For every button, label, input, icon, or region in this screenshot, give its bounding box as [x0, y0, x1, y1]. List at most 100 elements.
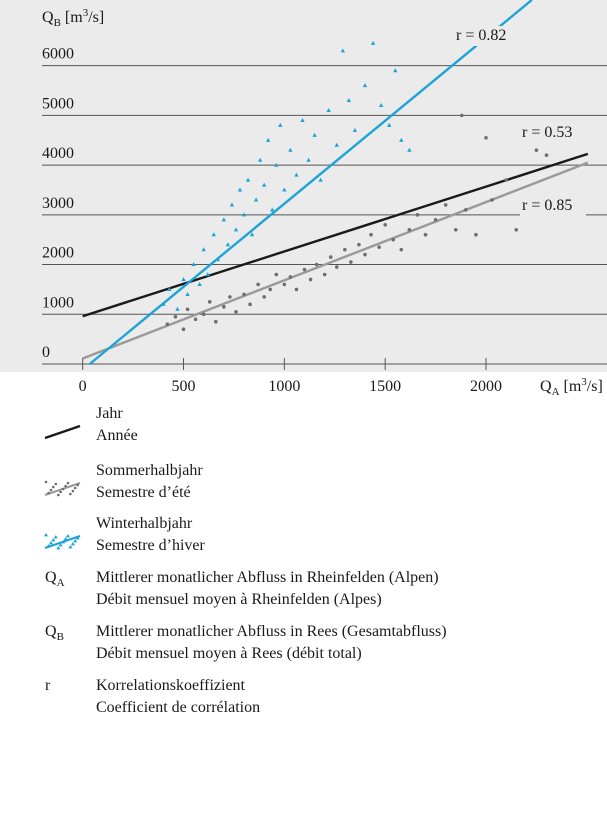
- point: [363, 252, 367, 257]
- point: [167, 287, 172, 292]
- point: [312, 132, 317, 137]
- subscript: B: [57, 631, 64, 643]
- point: [306, 157, 311, 162]
- legend-swatch: [47, 491, 50, 495]
- y-tick-label: 0: [42, 344, 50, 361]
- point: [173, 314, 178, 319]
- y-tick-label: 1000: [42, 294, 74, 311]
- legend-swatch: [66, 481, 70, 485]
- point: [393, 68, 398, 73]
- point: [391, 237, 396, 242]
- point: [242, 292, 246, 297]
- legend-swatch: [71, 489, 75, 493]
- point: [185, 307, 190, 312]
- subscript: A: [552, 386, 560, 398]
- point: [362, 83, 368, 88]
- symbol: Q: [45, 569, 57, 586]
- x-tick-label: 0: [79, 378, 87, 395]
- point: [278, 122, 283, 127]
- point: [249, 232, 255, 237]
- point: [514, 227, 519, 232]
- point: [207, 300, 212, 304]
- point: [370, 40, 376, 45]
- legend-swatch: [61, 487, 65, 491]
- point: [268, 287, 273, 292]
- y-tick-label: 2000: [42, 245, 74, 262]
- subscript: B: [54, 17, 61, 29]
- y-tick-label: 3000: [42, 195, 74, 212]
- unit: /s]: [88, 9, 104, 26]
- point: [288, 275, 293, 279]
- point: [215, 257, 220, 262]
- legend-label: Semestre d’été: [96, 484, 191, 501]
- legend-label: Année: [96, 427, 138, 444]
- point: [229, 202, 235, 207]
- point: [352, 127, 358, 132]
- point: [201, 312, 206, 317]
- legend-swatch: [56, 546, 61, 550]
- point: [253, 197, 259, 202]
- y-tick-label: 5000: [42, 95, 74, 112]
- symbol: r: [45, 677, 51, 694]
- legend-label: Jahr: [96, 405, 123, 422]
- point: [191, 262, 196, 267]
- definition-symbol: r: [45, 677, 51, 694]
- point: [544, 153, 549, 157]
- point: [399, 247, 404, 252]
- point: [474, 232, 478, 237]
- point: [484, 135, 488, 140]
- point: [340, 48, 346, 53]
- point: [318, 177, 323, 182]
- point: [343, 247, 347, 252]
- point: [415, 213, 420, 217]
- point: [161, 301, 166, 306]
- point: [270, 207, 275, 212]
- point: [453, 227, 458, 232]
- legend-label: Semestre d’hiver: [96, 537, 206, 554]
- y-axis-label: QB [m3/s]: [42, 7, 104, 29]
- point: [308, 277, 313, 282]
- definition-text: Coefficient de corrélation: [96, 699, 260, 716]
- r-label: r = 0.85: [522, 197, 572, 214]
- legend-swatch: [58, 543, 63, 547]
- legend-swatch: [63, 537, 68, 541]
- x-tick-label: 1000: [268, 378, 300, 395]
- legend-swatch: [75, 536, 80, 540]
- point: [443, 203, 448, 207]
- legend-swatch: [44, 424, 81, 440]
- point: [228, 295, 232, 299]
- legend-swatch: [69, 492, 72, 496]
- point: [288, 147, 293, 152]
- definition-text: Débit mensuel moyen à Rheinfelden (Alpes…: [96, 591, 382, 608]
- y-tick-label: 6000: [42, 46, 74, 63]
- definition-text: Mittlerer monatlicher Abfluss in Rees (G…: [96, 623, 447, 640]
- definition-text: Korrelationskoeffizient: [96, 677, 246, 694]
- definition-text: Débit mensuel moyen à Rees (débit total): [96, 645, 362, 662]
- point: [213, 319, 218, 324]
- r-label: r = 0.53: [522, 124, 572, 141]
- point: [175, 306, 180, 311]
- symbol: Q: [45, 623, 57, 640]
- legend-swatch: [59, 490, 62, 494]
- point: [205, 272, 210, 277]
- point: [234, 309, 238, 314]
- unit: /s]: [587, 378, 603, 395]
- legend-swatch: [52, 485, 55, 489]
- legend-swatch: [68, 545, 73, 549]
- x-tick-label: 2000: [470, 378, 502, 395]
- point: [377, 245, 381, 249]
- legend-swatch: [49, 488, 53, 492]
- symbol: Q: [42, 9, 54, 26]
- legend-swatch: [44, 533, 48, 537]
- superscript: 3: [83, 7, 89, 19]
- point: [211, 232, 216, 237]
- point: [378, 103, 384, 108]
- point: [433, 217, 438, 222]
- point: [221, 217, 227, 222]
- point: [322, 272, 327, 277]
- point: [302, 267, 307, 272]
- point: [328, 255, 333, 259]
- point: [165, 322, 170, 327]
- point: [261, 182, 267, 187]
- r-label-bg: [520, 196, 586, 216]
